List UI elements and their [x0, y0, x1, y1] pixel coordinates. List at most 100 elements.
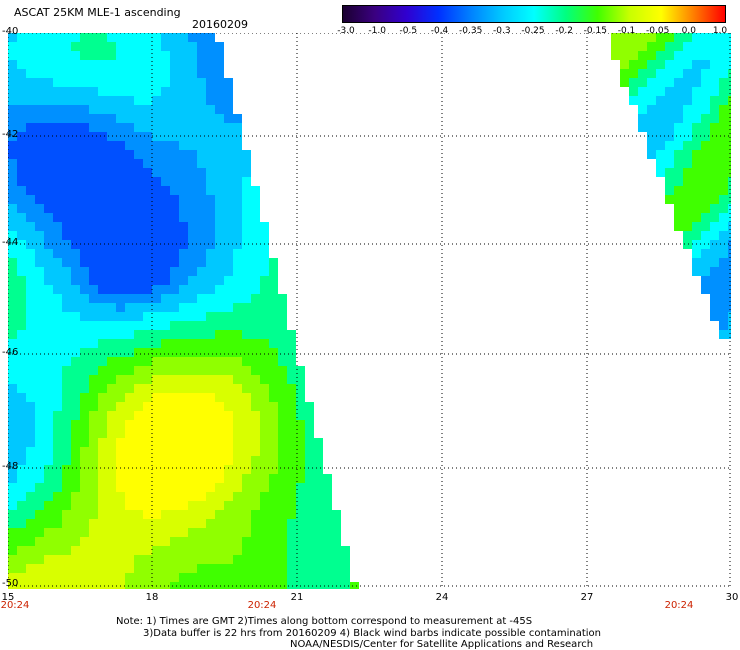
swath-cell — [251, 447, 260, 456]
swath-cell — [8, 402, 17, 411]
swath-cell — [98, 312, 107, 321]
swath-cell — [89, 510, 98, 519]
swath-cell — [170, 483, 179, 492]
swath-cell — [134, 510, 143, 519]
swath-cell — [53, 393, 62, 402]
swath-cell — [206, 474, 215, 483]
swath-cell — [170, 105, 179, 114]
swath-cell — [719, 168, 728, 177]
swath-cell — [251, 303, 260, 312]
swath-cell — [665, 150, 674, 159]
swath-cell — [233, 141, 242, 150]
swath-cell — [188, 330, 197, 339]
swath-cell — [134, 474, 143, 483]
swath-cell — [179, 474, 188, 483]
swath-cell — [251, 276, 260, 285]
swath-cell — [116, 177, 125, 186]
swath-cell — [71, 492, 80, 501]
swath-cell — [44, 555, 53, 564]
swath-cell — [683, 159, 692, 168]
swath-cell — [44, 429, 53, 438]
swath-cell — [116, 258, 125, 267]
swath-cell — [188, 456, 197, 465]
swath-cell — [17, 42, 26, 51]
swath-cell — [17, 186, 26, 195]
swath-cell — [710, 258, 719, 267]
swath-cell — [71, 132, 80, 141]
swath-cell — [62, 573, 71, 582]
swath-cell — [179, 60, 188, 69]
swath-cell — [98, 492, 107, 501]
swath-cell — [224, 222, 233, 231]
swath-cell — [188, 258, 197, 267]
swath-cell — [206, 303, 215, 312]
swath-cell — [692, 42, 701, 51]
swath-cell — [53, 51, 62, 60]
swath-cell — [242, 177, 251, 186]
swath-cell — [233, 564, 242, 573]
swath-cell — [224, 123, 233, 132]
swath-cell — [206, 42, 215, 51]
swath-cell — [125, 303, 134, 312]
swath-cell — [260, 231, 269, 240]
swath-cell — [26, 330, 35, 339]
swath-cell — [170, 249, 179, 258]
swath-cell — [197, 582, 206, 589]
swath-cell — [269, 429, 278, 438]
swath-cell — [188, 51, 197, 60]
swath-cell — [251, 501, 260, 510]
swath-cell — [134, 465, 143, 474]
swath-cell — [665, 132, 674, 141]
swath-cell — [170, 69, 179, 78]
swath-cell — [665, 60, 674, 69]
swath-cell — [62, 294, 71, 303]
swath-cell — [26, 159, 35, 168]
swath-cell — [287, 465, 296, 474]
swath-cell — [125, 159, 134, 168]
swath-cell — [53, 456, 62, 465]
swath-cell — [665, 78, 674, 87]
swath-cell — [170, 267, 179, 276]
swath-cell — [719, 294, 728, 303]
lat-label-40: -40 — [2, 26, 19, 37]
swath-cell — [44, 348, 53, 357]
swath-cell — [80, 483, 89, 492]
swath-cell — [710, 312, 719, 321]
swath-cell — [674, 51, 683, 60]
swath-cell — [53, 537, 62, 546]
swath-cell — [260, 510, 269, 519]
swath-cell — [233, 393, 242, 402]
swath-cell — [44, 258, 53, 267]
swath-cell — [98, 501, 107, 510]
swath-cell — [260, 303, 269, 312]
swath-cell — [143, 168, 152, 177]
swath-cell — [17, 429, 26, 438]
swath-cell — [125, 312, 134, 321]
swath-cell — [314, 456, 323, 465]
swath-cell — [206, 285, 215, 294]
swath-cell — [116, 231, 125, 240]
swath-cell — [197, 447, 206, 456]
swath-cell — [53, 60, 62, 69]
swath-cell — [53, 276, 62, 285]
swath-cell — [80, 231, 89, 240]
swath-cell — [701, 240, 710, 249]
swath-cell — [719, 150, 728, 159]
swath-cell — [215, 240, 224, 249]
swath-cell — [89, 285, 98, 294]
time-label-middle: 20:24 — [247, 600, 277, 611]
swath-cell — [224, 564, 233, 573]
swath-cell — [296, 375, 305, 384]
swath-cell — [305, 582, 314, 589]
lat-label-48: -48 — [2, 461, 19, 472]
swath-cell — [332, 519, 341, 528]
swath-cell — [242, 159, 251, 168]
swath-cell — [188, 573, 197, 582]
swath-cell — [260, 438, 269, 447]
swath-cell — [683, 222, 692, 231]
swath-cell — [53, 528, 62, 537]
swath-cell — [647, 87, 656, 96]
swath-cell — [188, 483, 197, 492]
swath-cell — [17, 195, 26, 204]
swath-cell — [224, 528, 233, 537]
